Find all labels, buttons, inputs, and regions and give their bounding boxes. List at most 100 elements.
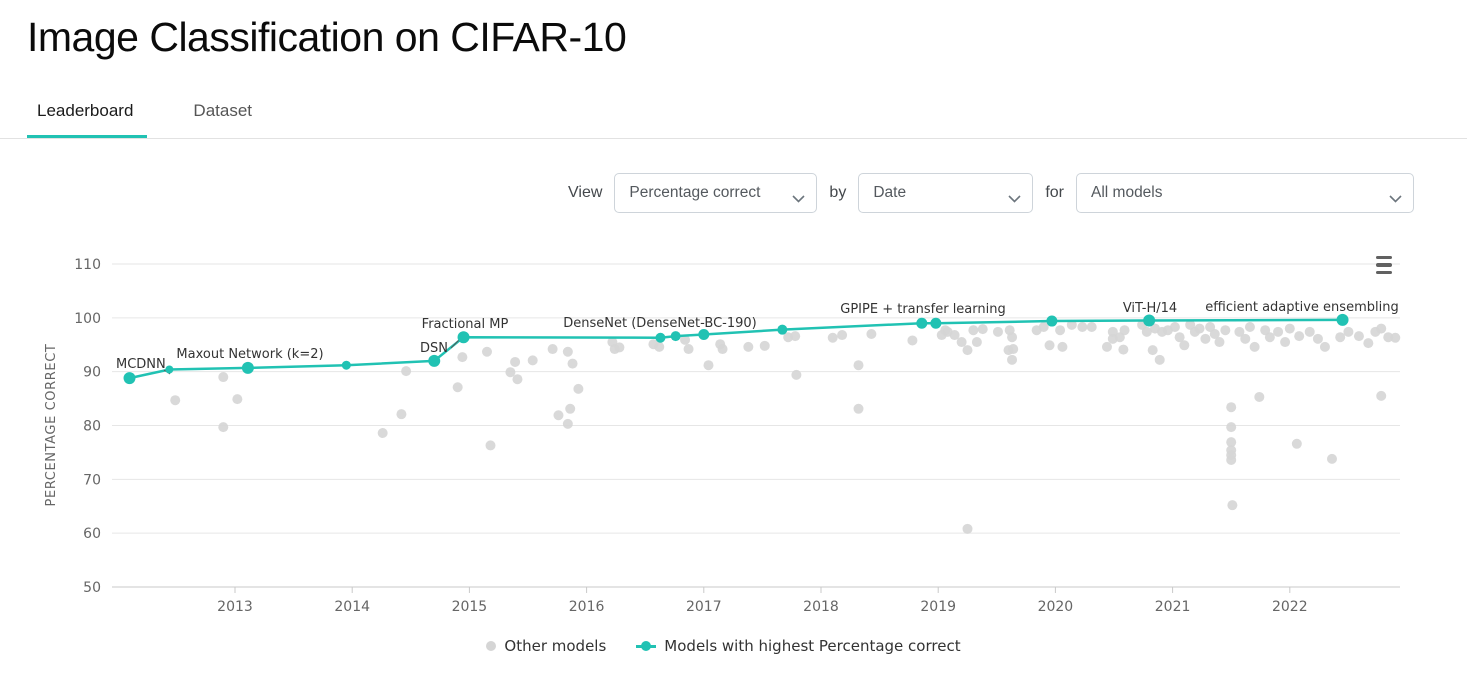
other-model-point[interactable] <box>1226 454 1237 465</box>
other-model-point[interactable] <box>790 331 801 342</box>
other-model-point[interactable] <box>654 341 665 352</box>
other-model-point[interactable] <box>956 337 967 348</box>
other-model-point[interactable] <box>1220 325 1231 336</box>
other-model-point[interactable] <box>1226 422 1237 433</box>
other-model-point[interactable] <box>1118 344 1129 355</box>
other-model-point[interactable] <box>505 367 516 378</box>
other-model-point[interactable] <box>553 410 564 421</box>
other-model-point[interactable] <box>401 366 412 377</box>
other-model-point[interactable] <box>853 360 864 371</box>
best-model-point-vit-h-14[interactable] <box>1143 314 1156 327</box>
other-model-point[interactable] <box>1185 319 1196 330</box>
other-model-point[interactable] <box>1038 321 1049 332</box>
other-model-point[interactable] <box>1077 321 1088 332</box>
other-model-point[interactable] <box>1214 337 1225 348</box>
other-model-point[interactable] <box>1057 341 1068 352</box>
other-model-point[interactable] <box>962 345 973 356</box>
other-model-point[interactable] <box>485 440 496 451</box>
tab-leaderboard[interactable]: Leaderboard <box>27 91 148 138</box>
best-model-point-fractional-mp[interactable] <box>457 331 470 344</box>
other-model-point[interactable] <box>968 325 979 336</box>
other-model-point[interactable] <box>1147 345 1158 356</box>
other-model-point[interactable] <box>1007 354 1018 365</box>
other-model-point[interactable] <box>680 334 691 345</box>
other-model-point[interactable] <box>962 523 973 534</box>
other-model-point[interactable] <box>683 344 694 355</box>
best-model-point-dsn[interactable] <box>428 354 441 367</box>
other-model-point[interactable] <box>1154 354 1165 365</box>
other-model-point[interactable] <box>977 324 988 335</box>
other-model-point[interactable] <box>853 403 864 414</box>
other-model-point[interactable] <box>1141 326 1152 337</box>
legend-item-other-models[interactable]: Other models <box>486 637 606 655</box>
other-model-point[interactable] <box>1249 341 1260 352</box>
other-model-point[interactable] <box>1044 340 1055 351</box>
other-model-point[interactable] <box>1363 338 1374 349</box>
other-model-point[interactable] <box>1226 402 1237 413</box>
other-model-point[interactable] <box>614 342 625 353</box>
other-model-point[interactable] <box>1244 321 1255 332</box>
best-model-point-maxout-network-k-2-[interactable] <box>241 361 254 374</box>
best-model-point[interactable] <box>165 365 174 374</box>
other-model-point[interactable] <box>1066 319 1077 330</box>
other-model-point[interactable] <box>866 328 877 339</box>
other-model-point[interactable] <box>1240 333 1251 344</box>
other-model-point[interactable] <box>1200 333 1211 344</box>
other-model-point[interactable] <box>1291 438 1302 449</box>
other-model-point[interactable] <box>547 344 558 355</box>
other-model-point[interactable] <box>218 422 229 433</box>
other-model-point[interactable] <box>218 372 229 383</box>
other-model-point[interactable] <box>907 335 918 346</box>
other-model-point[interactable] <box>377 428 388 439</box>
best-model-point[interactable] <box>341 360 351 370</box>
best-model-point-gpipe-transfer-learning[interactable] <box>916 317 928 329</box>
best-model-point-efficient-adaptive-ensembling[interactable] <box>1336 313 1349 326</box>
other-model-point[interactable] <box>971 337 982 348</box>
other-model-point[interactable] <box>827 332 838 343</box>
best-model-point[interactable] <box>930 317 942 329</box>
other-model-point[interactable] <box>1304 326 1315 337</box>
other-model-point[interactable] <box>759 340 770 351</box>
other-model-point[interactable] <box>1209 328 1220 339</box>
other-model-point[interactable] <box>1086 321 1097 332</box>
best-model-point-mcdnn[interactable] <box>123 372 136 385</box>
other-model-point[interactable] <box>1007 332 1018 343</box>
other-model-point[interactable] <box>1312 333 1323 344</box>
other-model-point[interactable] <box>1055 325 1066 336</box>
other-model-point[interactable] <box>1119 325 1130 336</box>
other-model-point[interactable] <box>510 356 521 367</box>
best-model-point-densenet-densenet-bc-190-[interactable] <box>698 329 710 341</box>
other-model-point[interactable] <box>791 369 802 380</box>
other-model-point[interactable] <box>1343 326 1354 337</box>
other-model-point[interactable] <box>562 418 573 429</box>
other-model-point[interactable] <box>1335 332 1346 343</box>
other-model-point[interactable] <box>1169 321 1180 332</box>
best-model-point[interactable] <box>777 324 788 335</box>
best-model-point[interactable] <box>670 331 681 342</box>
tab-dataset[interactable]: Dataset <box>193 101 253 120</box>
other-model-point[interactable] <box>1174 332 1185 343</box>
other-model-point[interactable] <box>1294 331 1305 342</box>
other-model-point[interactable] <box>1376 323 1387 334</box>
legend-item-best-models[interactable]: Models with highest Percentage correct <box>636 637 961 655</box>
other-model-point[interactable] <box>1234 326 1245 337</box>
other-model-point[interactable] <box>949 330 960 341</box>
other-model-point[interactable] <box>1205 321 1216 332</box>
other-model-point[interactable] <box>837 330 848 341</box>
other-model-point[interactable] <box>457 352 468 363</box>
other-model-point[interactable] <box>1101 341 1112 352</box>
other-model-point[interactable] <box>1284 323 1295 334</box>
other-model-point[interactable] <box>232 394 243 405</box>
other-model-point[interactable] <box>1114 332 1125 343</box>
best-model-point[interactable] <box>655 332 666 343</box>
other-model-point[interactable] <box>1254 391 1265 402</box>
models-select[interactable]: All models <box>1076 173 1414 213</box>
other-model-point[interactable] <box>1179 340 1190 351</box>
other-model-point[interactable] <box>1264 332 1275 343</box>
other-model-point[interactable] <box>1260 325 1271 336</box>
other-model-point[interactable] <box>1226 437 1237 448</box>
other-model-point[interactable] <box>1227 500 1238 511</box>
other-model-point[interactable] <box>396 409 407 420</box>
other-model-point[interactable] <box>1194 323 1205 334</box>
other-model-point[interactable] <box>1107 326 1118 337</box>
